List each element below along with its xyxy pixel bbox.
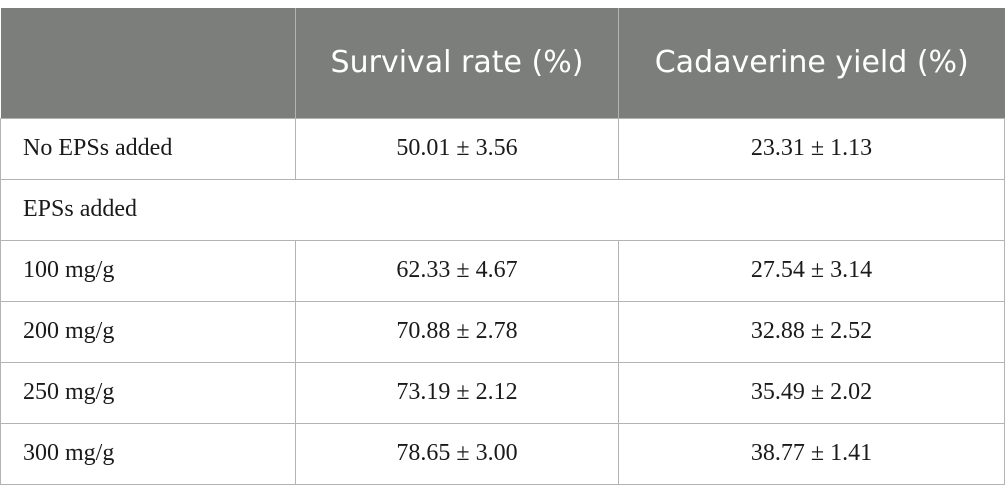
cadaverine-yield-cell: 38.77 ± 1.41 [618, 422, 1005, 485]
row-label: 200 mg/g [0, 300, 296, 363]
table-row: No EPSs added 50.01 ± 3.56 23.31 ± 1.13 [0, 117, 1005, 180]
section-label: EPSs added [0, 178, 1005, 241]
table-header: Survival rate (%) Cadaverine yield (%) [0, 8, 1005, 119]
header-row: Survival rate (%) Cadaverine yield (%) [0, 8, 1005, 119]
row-label: 300 mg/g [0, 422, 296, 485]
row-label: 250 mg/g [0, 361, 296, 424]
cadaverine-yield-cell: 32.88 ± 2.52 [618, 300, 1005, 363]
table-row: 100 mg/g 62.33 ± 4.67 27.54 ± 3.14 [0, 239, 1005, 302]
survival-rate-cell: 50.01 ± 3.56 [295, 117, 619, 180]
survival-rate-cell: 78.65 ± 3.00 [295, 422, 619, 485]
header-cell-blank [0, 8, 296, 119]
table-row: 200 mg/g 70.88 ± 2.78 32.88 ± 2.52 [0, 300, 1005, 363]
header-cell-cadaverine-yield: Cadaverine yield (%) [618, 8, 1005, 119]
survival-rate-cell: 73.19 ± 2.12 [295, 361, 619, 424]
table-body: No EPSs added 50.01 ± 3.56 23.31 ± 1.13 … [0, 117, 1005, 485]
header-cell-survival-rate: Survival rate (%) [295, 8, 619, 119]
survival-rate-cell: 70.88 ± 2.78 [295, 300, 619, 363]
table-row: 250 mg/g 73.19 ± 2.12 35.49 ± 2.02 [0, 361, 1005, 424]
cadaverine-yield-cell: 23.31 ± 1.13 [618, 117, 1005, 180]
survival-rate-cell: 62.33 ± 4.67 [295, 239, 619, 302]
table-row: 300 mg/g 78.65 ± 3.00 38.77 ± 1.41 [0, 422, 1005, 485]
cadaverine-yield-cell: 27.54 ± 3.14 [618, 239, 1005, 302]
results-table: Survival rate (%) Cadaverine yield (%) N… [0, 8, 1005, 485]
cadaverine-yield-cell: 35.49 ± 2.02 [618, 361, 1005, 424]
row-label: No EPSs added [0, 117, 296, 180]
row-label: 100 mg/g [0, 239, 296, 302]
section-row: EPSs added [0, 178, 1005, 241]
